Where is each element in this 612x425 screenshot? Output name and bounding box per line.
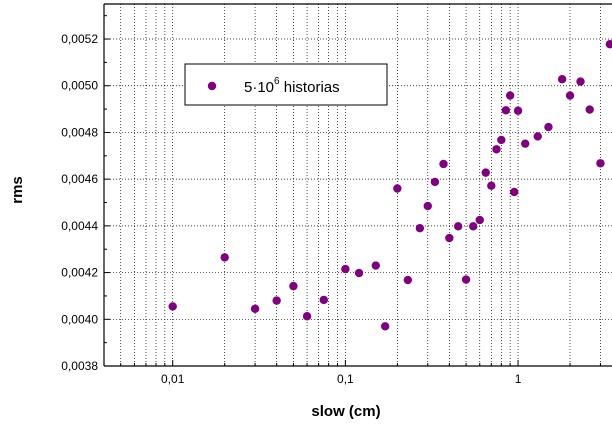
data-point	[341, 264, 350, 274]
data-point	[272, 296, 281, 305]
data-point	[492, 145, 501, 154]
data-point	[445, 233, 454, 243]
data-point	[544, 122, 553, 132]
x-axis-title: slow (cm)	[311, 403, 380, 420]
data-point	[585, 105, 594, 114]
grid-lines	[104, 4, 612, 366]
data-point	[250, 304, 260, 313]
y-tick-labels: 0,0038 0,0040 0,0042 0,0044 0,0046 0,0048 0,00…	[61, 32, 98, 373]
data-point	[596, 159, 605, 168]
data-point	[557, 75, 567, 84]
data-point	[475, 215, 484, 225]
legend-label-base: 5·10	[244, 79, 274, 96]
data-point	[393, 184, 402, 193]
y-tick-label: 0,0048	[61, 125, 98, 139]
axes	[103, 3, 612, 367]
data-point	[505, 91, 515, 100]
data-point	[302, 312, 312, 321]
data-point	[453, 222, 463, 231]
legend-label-exponent: 6	[274, 76, 280, 87]
data-point	[220, 253, 229, 262]
data-point	[533, 132, 542, 141]
x-tick-label: 0,1	[337, 372, 354, 386]
legend-label: 5·106 historias	[244, 76, 340, 96]
y-axis-title: rms	[9, 176, 26, 204]
legend: 5·106 historias	[184, 63, 388, 106]
data-point	[497, 135, 506, 145]
data-point	[289, 281, 298, 291]
y-tick-label: 0,0050	[61, 79, 98, 93]
data-point	[510, 187, 519, 197]
y-tick-label: 0,0046	[61, 172, 98, 186]
data-point	[380, 322, 390, 331]
y-tick-label: 0,0040	[61, 312, 98, 326]
data-point	[423, 201, 432, 211]
data-point	[371, 261, 380, 270]
data-point	[403, 275, 413, 285]
x-tick-labels: 0,01 0,1 1	[161, 372, 522, 386]
data-point	[469, 222, 478, 231]
data-point	[605, 39, 612, 49]
data-point	[487, 181, 496, 190]
data-point	[319, 295, 329, 305]
data-point	[501, 106, 511, 115]
legend-box	[184, 63, 388, 106]
data-point	[521, 139, 530, 148]
data-point	[513, 106, 523, 115]
data-points	[168, 39, 612, 331]
data-point	[565, 91, 575, 100]
data-point	[461, 275, 471, 284]
x-tick-label: 1	[515, 372, 522, 386]
data-point	[354, 268, 364, 278]
data-point	[430, 177, 440, 187]
x-tick-label: 0,01	[161, 372, 185, 386]
data-point	[415, 224, 425, 233]
y-tick-label: 0,0044	[61, 219, 98, 233]
y-tick-label: 0,0052	[61, 32, 98, 46]
y-tick-label: 0,0042	[61, 266, 98, 280]
data-point	[168, 302, 177, 311]
data-point	[481, 168, 490, 177]
legend-marker	[207, 81, 217, 91]
data-point	[439, 159, 448, 169]
legend-label-rest: historias	[280, 79, 340, 96]
axis-ticks	[104, 15, 601, 367]
y-tick-label: 0,0038	[61, 359, 98, 373]
data-point	[576, 77, 585, 86]
